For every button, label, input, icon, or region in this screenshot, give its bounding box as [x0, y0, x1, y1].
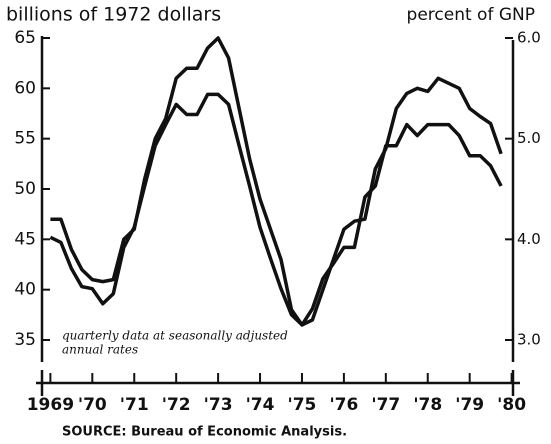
series-line: [50, 36, 503, 327]
y-tick-label: 45: [14, 229, 36, 249]
axis-frame: [36, 36, 520, 396]
y-tick-label: 60: [14, 78, 36, 98]
y-tick-label: 35: [14, 330, 36, 350]
x-tick-label: '70: [78, 395, 107, 415]
y-tick-label: 55: [14, 129, 36, 149]
x-tick-label: '73: [204, 395, 233, 415]
y-tick-label: 50: [14, 179, 36, 199]
annotation: quarterly data at seasonally adjusted: [62, 329, 288, 343]
y2-axis-label: percent of GNP: [407, 5, 535, 25]
annotation: annual rates: [62, 343, 138, 357]
x-tick-label: '79: [455, 395, 484, 415]
x-tick-label: '75: [288, 395, 317, 415]
y2-tick-label: 6.0: [517, 29, 541, 47]
x-tick-label: '74: [246, 395, 275, 415]
source: SOURCE: Bureau of Economic Analysis.: [62, 425, 347, 440]
y2-tick-label: 3.0: [517, 331, 541, 349]
x-tick-label: '71: [120, 395, 149, 415]
x-tick-label: '76: [329, 395, 358, 415]
y-tick-label: 40: [14, 280, 36, 300]
x-tick-label: '78: [413, 395, 442, 415]
y-tick-label: 65: [14, 28, 36, 48]
x-tick-label: '72: [162, 395, 191, 415]
y2-tick-label: 5.0: [517, 129, 541, 147]
series-line: [49, 92, 503, 327]
x-tick-label: 1969: [27, 395, 74, 415]
x-tick-label: '77: [371, 395, 400, 415]
x-tick-label: '80: [497, 395, 526, 415]
chart-title: billions of 1972 dollars: [6, 4, 221, 26]
y2-tick-label: 4.0: [517, 230, 541, 248]
